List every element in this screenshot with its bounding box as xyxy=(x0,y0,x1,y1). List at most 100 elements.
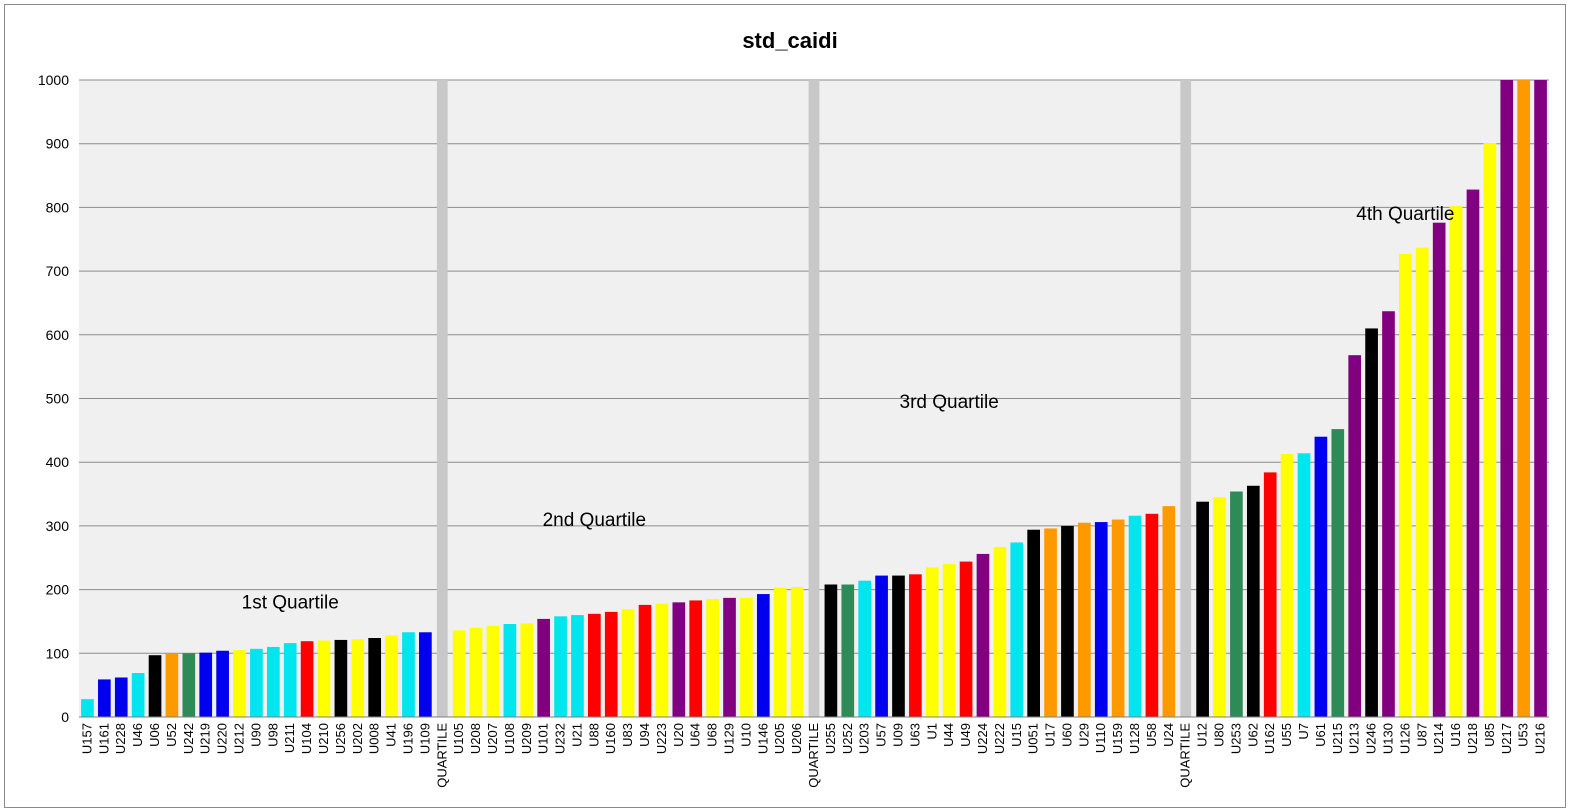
bar-U88 xyxy=(588,613,601,717)
bar-U110 xyxy=(1094,522,1108,717)
bar-U85 xyxy=(1483,143,1497,718)
x-tick-label: U202 xyxy=(350,723,365,754)
bar-U216 xyxy=(1534,80,1547,717)
x-tick-label: U108 xyxy=(502,723,517,754)
bars xyxy=(81,80,1547,718)
bar-U162 xyxy=(1263,472,1277,717)
bar-U20 xyxy=(672,602,686,717)
x-tick-label: QUARTILE xyxy=(434,723,449,788)
bar-U008 xyxy=(368,638,382,717)
x-tick-label: U051 xyxy=(1026,723,1041,754)
bar-U55 xyxy=(1280,453,1294,717)
y-axis: 0 100 200 300 400 500 600 700 800 900 1000 xyxy=(38,72,69,725)
bar-U146 xyxy=(756,594,770,717)
bar-U64 xyxy=(689,600,703,717)
x-tick-label: U216 xyxy=(1533,723,1548,754)
x-tick-label: U213 xyxy=(1347,723,1362,754)
x-tick-label: U126 xyxy=(1397,723,1412,754)
x-tick-label: U55 xyxy=(1279,723,1294,747)
x-tick-label: U109 xyxy=(417,723,432,754)
y-tick-label: 600 xyxy=(46,327,70,343)
bar-chart: std_caidi 0 100 200 300 400 500 600 700 800 900 10… xyxy=(38,28,1549,788)
chart-frame: std_caidi 0 100 200 300 400 500 600 700 800 900 10… xyxy=(4,4,1566,808)
x-tick-label: U215 xyxy=(1330,723,1345,754)
x-tick-label: U232 xyxy=(553,723,568,754)
bar-U46 xyxy=(131,673,145,717)
bar-U62 xyxy=(1246,485,1260,717)
bar-U108 xyxy=(503,623,517,717)
x-tick-label: U159 xyxy=(1110,723,1125,754)
bar-U218 xyxy=(1466,189,1480,718)
bar-U213 xyxy=(1348,355,1362,717)
bar-U255 xyxy=(824,584,838,717)
x-tick-label: U196 xyxy=(400,723,415,754)
bar-U98 xyxy=(266,646,280,717)
bar-U196 xyxy=(402,632,415,717)
bar-U203 xyxy=(858,580,872,717)
bar-U252 xyxy=(841,584,855,717)
x-tick-label: U68 xyxy=(705,723,720,747)
x-tick-label: U85 xyxy=(1482,723,1497,747)
y-tick-label: 800 xyxy=(46,199,70,215)
x-tick-label: U212 xyxy=(232,723,247,754)
bar-U63 xyxy=(909,574,922,717)
y-tick-label: 900 xyxy=(46,136,70,152)
x-tick-label: U83 xyxy=(620,723,635,747)
x-tick-label: U12 xyxy=(1195,723,1210,747)
bar-U224 xyxy=(976,553,990,717)
bar-U160 xyxy=(604,611,618,717)
x-tick-label: U157 xyxy=(79,723,94,754)
x-tick-label: U228 xyxy=(113,723,128,754)
bar-U104 xyxy=(300,641,314,717)
x-tick-label: U209 xyxy=(519,723,534,754)
x-tick-label: U88 xyxy=(586,723,601,747)
bar-U256 xyxy=(334,639,348,717)
x-tick-label: U52 xyxy=(164,723,179,747)
x-tick-label: U10 xyxy=(738,723,753,747)
x-tick-label: U98 xyxy=(265,723,280,747)
x-tick-label: QUARTILE xyxy=(806,723,821,788)
x-tick-label: U208 xyxy=(468,723,483,754)
x-tick-label: U21 xyxy=(569,723,584,747)
bar-U126 xyxy=(1399,253,1412,717)
bar-U220 xyxy=(216,650,229,717)
y-tick-label: 200 xyxy=(46,582,70,598)
bar-U105 xyxy=(452,630,466,717)
bar-U1 xyxy=(925,567,939,717)
chart-title: std_caidi xyxy=(742,28,837,53)
x-tick-label: U7 xyxy=(1296,723,1311,740)
x-tick-label: U53 xyxy=(1516,723,1531,747)
x-tick-label: U44 xyxy=(941,723,956,747)
bar-U161 xyxy=(98,679,111,717)
bar-U94 xyxy=(638,604,652,717)
x-tick-label: U104 xyxy=(299,723,314,754)
bar-U109 xyxy=(419,632,432,717)
x-tick-label: U90 xyxy=(248,723,263,747)
bar-U09 xyxy=(892,575,905,717)
x-tick-label: U203 xyxy=(857,723,872,754)
x-tick-label: U162 xyxy=(1262,723,1277,754)
bar-U228 xyxy=(114,677,128,717)
bar-U87 xyxy=(1415,247,1429,717)
x-tick-label: U64 xyxy=(688,723,703,747)
bar-U222 xyxy=(993,546,1007,717)
x-tick-label: U214 xyxy=(1431,723,1446,754)
bar-U10 xyxy=(740,597,753,717)
x-tick-label: U80 xyxy=(1212,723,1227,747)
bar-U17 xyxy=(1044,528,1057,717)
x-tick-label: U219 xyxy=(198,723,213,754)
x-tick-label: U207 xyxy=(485,723,500,754)
x-tick-label: U217 xyxy=(1499,723,1514,754)
x-tick-label: U1 xyxy=(924,723,939,740)
x-tick-label: U130 xyxy=(1380,723,1395,754)
bar-U212 xyxy=(233,650,246,717)
x-tick-label: U256 xyxy=(333,723,348,754)
x-tick-label: U008 xyxy=(367,723,382,754)
x-tick-label: U06 xyxy=(147,723,162,747)
x-tick-label: U161 xyxy=(96,723,111,754)
annotations: 1st Quartile 2nd Quartile 3rd Quartile 4th … xyxy=(242,204,1455,614)
x-tick-label: U210 xyxy=(316,723,331,754)
quartile-annotation: 1st Quartile xyxy=(242,593,339,614)
bar-U101 xyxy=(537,618,550,717)
bar-U90 xyxy=(250,648,263,717)
